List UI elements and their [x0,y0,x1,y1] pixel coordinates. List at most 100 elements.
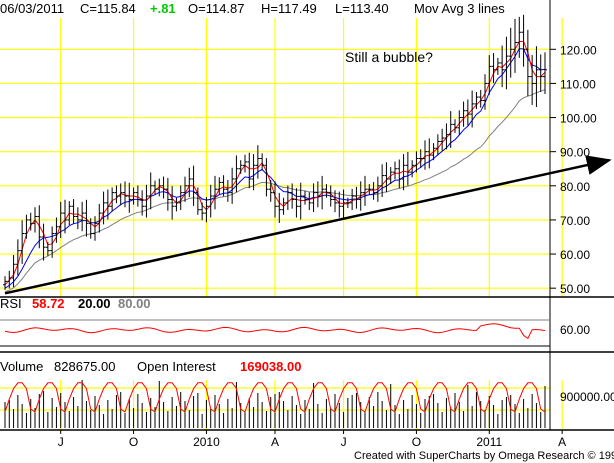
rsi-line [4,323,546,340]
price-bar [174,197,179,212]
x-tick-label: J [58,435,64,449]
price-bar [435,134,440,156]
price-bar [24,214,29,239]
price-bar [478,89,483,108]
volume-tick: 900000.00 [560,390,614,404]
price-bar [204,197,209,223]
x-tick-label: A [271,435,279,449]
x-tick-label: O [129,435,138,449]
price-bar [54,217,59,243]
rsi-label: RSI [0,296,22,311]
y-tick-label: 60.00 [560,248,590,262]
price-bar [474,91,479,110]
y-tick-label: 100.00 [560,112,597,126]
price-bar [405,152,410,186]
price-bar [97,203,102,233]
open-interest-value: 169038.00 [240,359,301,374]
price-bar [161,176,166,199]
price-bar [388,167,393,185]
y-tick-label: 90.00 [560,146,590,160]
price-bar [80,201,85,232]
price-bar [84,199,89,237]
price-bar [123,181,127,208]
y-tick-label: 110.00 [560,77,596,91]
price-bar [50,226,55,258]
price-bar [290,183,295,209]
price-bar [37,205,42,249]
price-bar [243,154,247,173]
price-bar [431,143,436,161]
price-bar [41,223,46,261]
price-bar [67,201,72,226]
x-tick-label: A [558,435,566,449]
price-bar [33,207,37,233]
price-bar [11,255,16,288]
price-bar [311,183,316,213]
price-bar [371,182,376,200]
price-bar [345,197,350,208]
price-bar [495,57,500,75]
price-bar [15,239,20,276]
price-bar [255,145,260,179]
price-bar [273,181,277,218]
price-bar [3,276,7,290]
volume-label: Volume [0,359,43,374]
header-line: 06/03/2011 C=115.84 +.81 O=114.87 H=117.… [0,1,505,16]
price-bar [183,176,187,202]
header-change: +.81 [150,1,176,16]
price-bar [410,160,415,178]
price-bar [448,111,453,148]
rsi-legend: RSI 58.72 20.00 80.00 [0,296,151,311]
header-date: 06/03/2011 [0,1,64,16]
price-bar [195,187,200,215]
price-bar [504,36,509,90]
price-bar [234,155,239,193]
price-bar [165,177,170,211]
price-bar [264,158,269,197]
price-bar [45,242,50,256]
y-tick-label: 120.00 [560,43,597,57]
price-bar [28,212,33,231]
price-bar [153,180,157,195]
price-bar [230,167,235,204]
volume-legend: Volume 828675.00 Open Interest 169038.00 [0,359,301,374]
price-bar [63,199,67,234]
price-bar [131,187,136,205]
price-bar [367,184,372,195]
price-bar [525,29,530,97]
price-bar [491,53,496,84]
footer-credit: Created with SuperCharts by Omega Resear… [354,450,614,462]
price-bar [157,178,162,197]
price-bar [213,175,217,210]
price-bar [543,52,547,95]
price-bar [427,138,432,169]
price-bar [7,270,12,289]
header-close: C=115.84 [80,1,136,16]
price-bar [127,182,132,213]
rsi-upper: 80.00 [118,296,151,311]
y-tick-label: 80.00 [560,180,590,194]
price-bar [457,110,462,135]
price-bar [251,154,256,191]
price-bar [414,151,419,173]
price-bar [225,179,230,202]
price-bar [221,175,226,197]
price-bar [307,192,312,211]
price-bar [530,55,535,105]
price-bar [217,177,222,195]
price-bar [285,185,290,211]
price-bar [354,186,359,209]
price-bar [470,90,475,128]
x-axis-labels: J O 2010 A J O 2011 A [58,430,566,449]
y-tick-label: 50.00 [560,282,590,296]
x-tick-label: J [341,435,347,449]
price-bar [140,190,145,216]
price-bar [135,185,140,207]
price-bar [110,187,115,212]
price-bar [170,186,175,220]
trendline-arrow [4,155,612,295]
price-bar [101,191,106,225]
price-bar [444,123,449,150]
price-bar [521,14,526,67]
